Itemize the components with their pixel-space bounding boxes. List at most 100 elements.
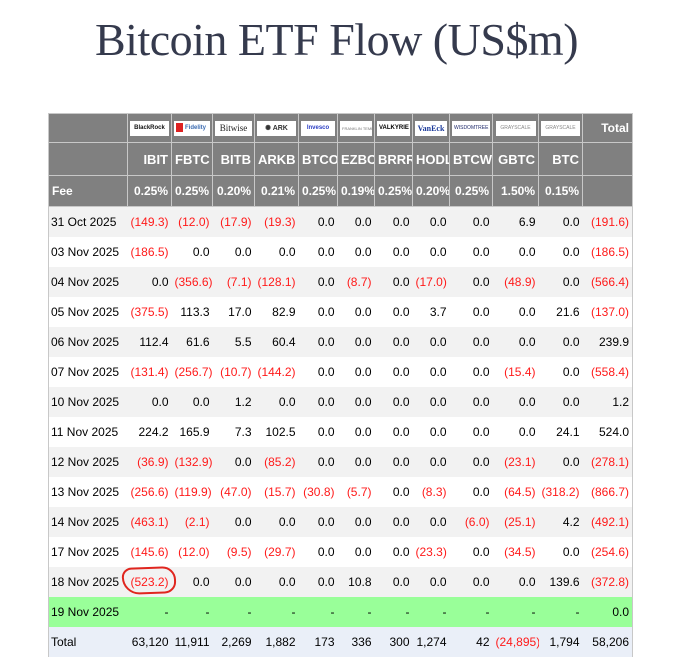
invesco-logo-icon: Invesco	[301, 121, 335, 136]
ticker-fbtc: FBTC	[172, 143, 213, 176]
flow-cell-btc: 0.0	[539, 237, 583, 267]
flow-cell-ibit: (145.6)	[128, 537, 172, 567]
fee-fbtc: 0.25%	[172, 176, 213, 207]
flow-cell-btcw: 0.0	[450, 357, 493, 387]
total-column-header: Total	[583, 114, 633, 143]
flow-cell-bitb: (9.5)	[213, 537, 255, 567]
flow-cell-btc: (318.2)	[539, 477, 583, 507]
flow-cell-fbtc: (119.9)	[172, 477, 213, 507]
flow-cell-hodl: 0.0	[413, 387, 450, 417]
flow-cell-fbtc: 61.6	[172, 327, 213, 357]
page-title: Bitcoin ETF Flow (US$m)	[0, 10, 673, 70]
flow-cell-arkb: 60.4	[255, 327, 299, 357]
issuer-logo-wisdomtree: WISDOMTREE	[450, 114, 493, 143]
row-date: 06 Nov 2025	[49, 327, 128, 357]
flow-cell-fbtc: (256.7)	[172, 357, 213, 387]
ticker-arkb: ARKB	[255, 143, 299, 176]
issuer-logo-bitwise: Bitwise	[213, 114, 255, 143]
flow-cell-arkb: 0.0	[255, 237, 299, 267]
flow-cell-brrr: 0.0	[375, 387, 413, 417]
row-total: 0.0	[583, 597, 633, 627]
row-total: (492.1)	[583, 507, 633, 537]
fee-hodl: 0.20%	[413, 176, 450, 207]
flow-cell-ezbc: 0.0	[338, 447, 375, 477]
flow-cell-bitb: 17.0	[213, 297, 255, 327]
cumulative-total-bitb: 2,269	[213, 627, 255, 657]
flow-cell-brrr: 0.0	[375, 567, 413, 597]
flow-cell-fbtc: (12.0)	[172, 537, 213, 567]
flow-cell-ibit: (375.5)	[128, 297, 172, 327]
flow-cell-hodl: 0.0	[413, 447, 450, 477]
flow-cell-fbtc: -	[172, 597, 213, 627]
flow-cell-hodl: 0.0	[413, 417, 450, 447]
flow-cell-btco: 0.0	[299, 207, 338, 238]
row-total: (254.6)	[583, 537, 633, 567]
flow-cell-bitb: 0.0	[213, 447, 255, 477]
blackrock-logo-icon: BlackRock	[130, 121, 169, 136]
flow-cell-bitb: 0.0	[213, 567, 255, 597]
flow-cell-arkb: (15.7)	[255, 477, 299, 507]
valkyrie-logo-icon: VALKYRIE	[377, 121, 410, 136]
flow-cell-btc: 0.0	[539, 207, 583, 238]
flow-cell-ibit: -	[128, 597, 172, 627]
flow-cell-btcw: 0.0	[450, 267, 493, 297]
row-total: 1.2	[583, 387, 633, 417]
flow-cell-arkb: (29.7)	[255, 537, 299, 567]
issuer-logo-valkyrie: VALKYRIE	[375, 114, 413, 143]
etf-flow-table: BlackRock Fidelity Bitwise ✺ ARK Invesco…	[48, 113, 633, 657]
flow-cell-btc: 24.1	[539, 417, 583, 447]
flow-cell-btcw: 0.0	[450, 447, 493, 477]
row-date: 05 Nov 2025	[49, 297, 128, 327]
fee-row: Fee 0.25% 0.25% 0.20% 0.21% 0.25% 0.19% …	[49, 176, 633, 207]
issuer-logo-blackrock: BlackRock	[128, 114, 172, 143]
flow-cell-btco: 0.0	[299, 417, 338, 447]
fee-label: Fee	[49, 176, 128, 207]
flow-cell-hodl: 0.0	[413, 237, 450, 267]
header-empty-cell	[49, 143, 128, 176]
row-date: 17 Nov 2025	[49, 537, 128, 567]
flow-cell-ezbc: 0.0	[338, 237, 375, 267]
flow-cell-btco: 0.0	[299, 357, 338, 387]
flow-cell-ezbc: -	[338, 597, 375, 627]
row-total: (866.7)	[583, 477, 633, 507]
fee-ezbc: 0.19%	[338, 176, 375, 207]
flow-cell-gbtc: 0.0	[493, 237, 539, 267]
issuer-logo-grayscale-btc: GRAYSCALE	[539, 114, 583, 143]
flow-cell-brrr: 0.0	[375, 507, 413, 537]
fee-btco: 0.25%	[299, 176, 338, 207]
flow-cell-arkb: (128.1)	[255, 267, 299, 297]
flow-cell-arkb: 82.9	[255, 297, 299, 327]
flow-cell-ibit: (36.9)	[128, 447, 172, 477]
flow-cell-gbtc: (23.1)	[493, 447, 539, 477]
flow-row: 13 Nov 2025(256.6)(119.9)(47.0)(15.7)(30…	[49, 477, 633, 507]
flow-cell-btco: 0.0	[299, 537, 338, 567]
cumulative-total-hodl: 1,274	[413, 627, 450, 657]
flow-cell-ibit: 0.0	[128, 387, 172, 417]
ticker-btc: BTC	[539, 143, 583, 176]
flow-cell-ezbc: (5.7)	[338, 477, 375, 507]
flow-cell-btco: 0.0	[299, 327, 338, 357]
flow-cell-ibit: (149.3)	[128, 207, 172, 238]
issuer-logo-row: BlackRock Fidelity Bitwise ✺ ARK Invesco…	[49, 114, 633, 143]
flow-cell-bitb: 1.2	[213, 387, 255, 417]
flow-cell-brrr: 0.0	[375, 357, 413, 387]
flow-cell-hodl: (23.3)	[413, 537, 450, 567]
flow-cell-fbtc: 0.0	[172, 237, 213, 267]
fee-brrr: 0.25%	[375, 176, 413, 207]
flow-cell-fbtc: 113.3	[172, 297, 213, 327]
ticker-hodl: HODL	[413, 143, 450, 176]
issuer-logo-vaneck: VanEck	[413, 114, 450, 143]
flow-cell-bitb: 5.5	[213, 327, 255, 357]
flow-cell-brrr: 0.0	[375, 477, 413, 507]
row-date: 19 Nov 2025	[49, 597, 128, 627]
totals-label: Total	[49, 627, 128, 657]
cumulative-total-btc: 1,794	[539, 627, 583, 657]
row-total: 524.0	[583, 417, 633, 447]
ticker-gbtc: GBTC	[493, 143, 539, 176]
